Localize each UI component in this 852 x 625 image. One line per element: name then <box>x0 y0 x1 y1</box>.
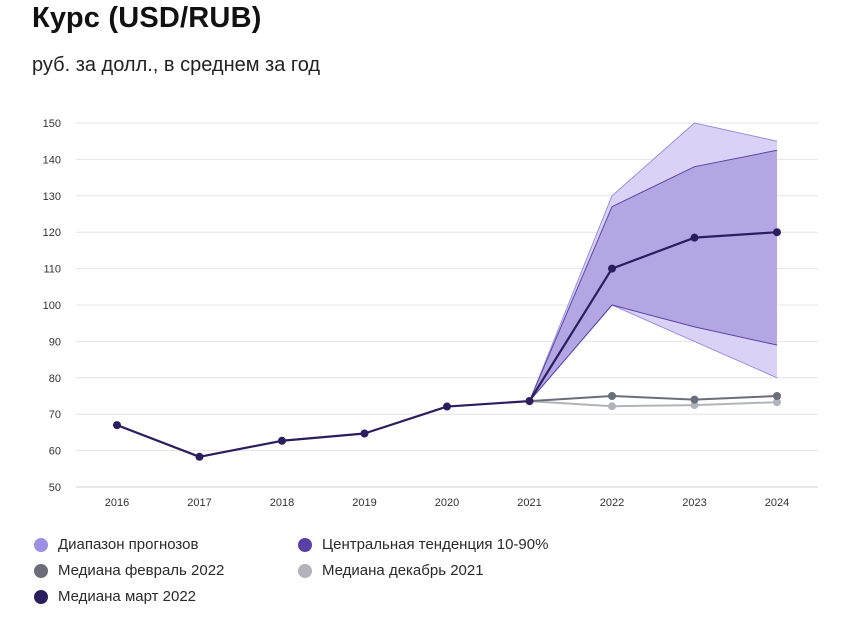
y-tick-label-140: 140 <box>43 154 61 166</box>
x-tick-label-2021: 2021 <box>517 497 541 509</box>
point-median-mar-2016 <box>113 421 121 430</box>
y-tick-label-120: 120 <box>43 227 61 239</box>
legend-swatch-median-dec <box>298 563 312 578</box>
x-tick-label-2019: 2019 <box>352 497 376 509</box>
legend-label-median-mar: Медиана март 2022 <box>58 588 197 605</box>
y-tick-label-60: 60 <box>49 446 61 458</box>
chart-title: Курс (USD/RUB) <box>32 2 262 34</box>
legend-swatch-median-mar <box>34 589 48 604</box>
band-central-area <box>529 150 777 402</box>
band-areas <box>529 122 778 402</box>
point-median-mar-2023 <box>690 233 699 242</box>
legend-item-range[interactable]: Диапазон прогнозов <box>34 536 198 553</box>
band-central-upper-edge <box>529 149 778 402</box>
band-central-lower-edge <box>529 304 778 402</box>
axis-labels: 50 60 70 80 90 100 110 120 130 140 150 2016 2017 2018… <box>43 118 790 509</box>
y-tick-label-50: 50 <box>49 482 61 494</box>
legend-swatch-median-feb <box>34 563 48 578</box>
point-median-mar-2017 <box>195 452 204 461</box>
y-tick-label-100: 100 <box>43 300 61 312</box>
point-median-dec-2022 <box>608 402 616 411</box>
x-tick-label-2023: 2023 <box>682 497 706 509</box>
point-median-mar-2024 <box>773 228 781 237</box>
y-tick-label-150: 150 <box>43 118 61 130</box>
point-median-mar-2019 <box>360 429 369 438</box>
x-tick-label-2024: 2024 <box>765 497 789 509</box>
series-line-median-dec <box>529 400 778 408</box>
chart-plot: 50 60 70 80 90 100 110 120 130 140 150 2016 2017 2018… <box>43 118 818 509</box>
x-tick-label-2020: 2020 <box>435 497 459 509</box>
x-tick-label-2022: 2022 <box>600 497 624 509</box>
legend-item-median-feb[interactable]: Медиана февраль 2022 <box>34 562 224 579</box>
y-tick-label-130: 130 <box>43 191 61 203</box>
legend: Диапазон прогнозов Центральная тенденция… <box>34 536 634 616</box>
legend-label-median-feb: Медиана февраль 2022 <box>58 562 225 579</box>
point-median-mar-2020 <box>443 402 451 411</box>
legend-swatch-central <box>298 537 312 552</box>
x-tick-label-2018: 2018 <box>270 497 294 509</box>
y-tick-label-80: 80 <box>49 373 61 385</box>
point-median-feb-2022 <box>608 392 616 400</box>
band-range-upper-edge <box>529 122 778 402</box>
y-tick-label-110: 110 <box>43 264 61 276</box>
point-median-mar-2022 <box>608 264 616 273</box>
series-line-median-feb <box>529 395 778 403</box>
legend-item-median-dec[interactable]: Медиана декабрь 2021 <box>298 562 484 579</box>
series-points <box>113 228 781 461</box>
legend-label-central: Центральная тенденция 10-90% <box>322 536 549 553</box>
legend-label-median-dec: Медиана декабрь 2021 <box>322 562 484 579</box>
point-median-mar-2018 <box>278 436 286 445</box>
legend-item-central[interactable]: Центральная тенденция 10-90% <box>298 536 548 553</box>
x-tick-label-2017: 2017 <box>187 497 211 509</box>
x-tick-label-2016: 2016 <box>105 497 129 509</box>
point-median-dec-2024 <box>773 398 781 407</box>
y-tick-label-70: 70 <box>49 409 61 421</box>
point-median-feb-2023 <box>690 395 699 404</box>
point-median-feb-2024 <box>773 392 781 400</box>
legend-item-median-mar[interactable]: Медиана март 2022 <box>34 588 196 605</box>
y-tick-label-90: 90 <box>49 336 61 348</box>
chart-subtitle: руб. за долл., в среднем за год <box>32 54 321 76</box>
legend-swatch-range <box>34 537 48 552</box>
point-median-mar-2021 <box>525 397 534 406</box>
legend-label-range: Диапазон прогнозов <box>58 536 199 553</box>
